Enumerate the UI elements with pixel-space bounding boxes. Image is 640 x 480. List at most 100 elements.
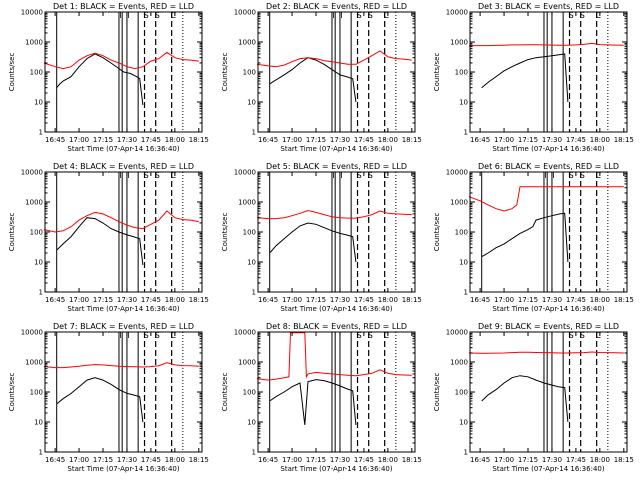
x-tick-label: 18:00 [590, 136, 610, 144]
marker-annotation: S [155, 11, 160, 20]
plot-frame [257, 331, 416, 453]
x-axis-label: Start Time (07-Apr-14 16:36:40) [492, 305, 604, 313]
x-tick-label: 17:30 [542, 136, 562, 144]
x-tick-label: 17:30 [330, 136, 350, 144]
y-tick-label: 10000 [21, 169, 43, 177]
x-tick-label: 16:45 [45, 296, 65, 304]
y-tick-label: 100 [30, 229, 43, 237]
series-lld-line [43, 51, 199, 70]
marker-annotation: S [580, 11, 585, 20]
y-tick-label: 1 [252, 129, 256, 137]
y-axis-label: Counts/sec [433, 213, 441, 252]
marker-annotation: I [340, 171, 342, 180]
panel-title: Det 9: BLACK = Events, RED = LLD [478, 322, 619, 331]
marker-annotation: S [569, 11, 574, 20]
x-tick-label: 18:00 [378, 456, 398, 464]
y-tick-label: 10 [247, 99, 256, 107]
x-tick-label: 17:30 [117, 456, 137, 464]
y-tick-label: 10000 [446, 169, 468, 177]
x-tick-label: 17:15 [306, 296, 326, 304]
x-tick-label: 17:30 [542, 296, 562, 304]
y-tick-label: 1000 [450, 359, 468, 367]
plot-frame [469, 171, 628, 293]
y-tick-label: 1000 [238, 199, 256, 207]
x-tick-label: 17:00 [494, 136, 514, 144]
y-tick-label: 100 [30, 389, 43, 397]
marker-annotation: I [332, 11, 334, 20]
x-tick-label: 18:15 [614, 136, 634, 144]
y-tick-label: 10 [34, 419, 43, 427]
marker-annotation: C [170, 171, 176, 180]
series-events-line [269, 57, 357, 103]
x-tick-label: 18:00 [165, 296, 185, 304]
marker-annotation: S [569, 331, 574, 340]
x-tick-label: 17:45 [141, 136, 161, 144]
y-tick-label: 10 [459, 259, 468, 267]
x-tick-label: 16:45 [470, 456, 490, 464]
series-events-line [56, 377, 144, 423]
marker-annotation: S [144, 331, 149, 340]
x-tick-label: 16:45 [45, 456, 65, 464]
y-tick-label: 100 [243, 229, 256, 237]
marker-annotation: I [119, 171, 121, 180]
x-tick-label: 18:00 [165, 456, 185, 464]
panel-title: Det 4: BLACK = Events, RED = LLD [53, 162, 194, 171]
x-axis-label: Start Time (07-Apr-14 16:36:40) [67, 145, 179, 153]
marker-annotation: C [595, 331, 601, 340]
x-tick-label: 17:45 [354, 296, 374, 304]
x-tick-label: 18:15 [402, 456, 422, 464]
series-events-line [481, 53, 569, 103]
series-lld-line [256, 209, 412, 220]
x-tick-label: 17:30 [117, 136, 137, 144]
x-tick-label: 18:00 [378, 136, 398, 144]
marker-annotation: S [155, 331, 160, 340]
y-tick-label: 1000 [450, 39, 468, 47]
y-tick-label: 1000 [238, 39, 256, 47]
y-tick-label: 10000 [446, 9, 468, 17]
marker-annotation: S [580, 171, 585, 180]
y-axis-label: Counts/sec [221, 213, 229, 252]
y-axis-label: Counts/sec [221, 53, 229, 92]
y-tick-label: 10000 [234, 169, 256, 177]
marker-annotation: S [368, 331, 373, 340]
x-tick-label: 17:45 [354, 456, 374, 464]
detector-panel-5: 1 10 100 1000 10000 16:45 17:00 17:15 17:30 17:45… [221, 162, 422, 313]
y-tick-label: 1000 [25, 39, 43, 47]
marker-annotation: S [144, 171, 149, 180]
x-tick-label: 18:15 [189, 136, 209, 144]
y-tick-label: 100 [455, 69, 468, 77]
y-tick-label: 1 [464, 129, 468, 137]
marker-annotation: I [332, 171, 334, 180]
series-lld-line [256, 50, 412, 68]
x-tick-label: 17:15 [518, 136, 538, 144]
y-tick-label: 10 [34, 259, 43, 267]
panel-title: Det 7: BLACK = Events, RED = LLD [53, 322, 194, 331]
y-tick-label: 1000 [450, 199, 468, 207]
detector-panel-7: 1 10 100 1000 10000 16:45 17:00 17:15 17:30 17:45… [8, 322, 209, 473]
marker-annotation: I [552, 171, 554, 180]
y-tick-label: 10 [459, 419, 468, 427]
series-events-line [56, 53, 144, 105]
x-tick-label: 17:00 [69, 136, 89, 144]
y-tick-label: 100 [455, 229, 468, 237]
y-axis-label: Counts/sec [8, 373, 16, 412]
y-axis-label: Counts/sec [433, 53, 441, 92]
x-tick-label: 17:00 [282, 136, 302, 144]
detector-panel-3: 1 10 100 1000 10000 16:45 17:00 17:15 17:30 17:45… [433, 2, 634, 153]
x-tick-label: 17:00 [494, 296, 514, 304]
y-axis-label: Counts/sec [221, 373, 229, 412]
x-tick-label: 18:15 [614, 456, 634, 464]
x-tick-label: 17:00 [494, 456, 514, 464]
marker-annotation: C [170, 11, 176, 20]
y-axis-label: Counts/sec [8, 53, 16, 92]
detector-panel-8: 1 10 100 1000 10000 16:45 17:00 17:15 17:30 17:45… [221, 322, 422, 473]
x-axis-label: Start Time (07-Apr-14 16:36:40) [280, 145, 392, 153]
marker-annotation: C [170, 331, 176, 340]
marker-annotation: S [357, 11, 362, 20]
x-tick-label: 17:45 [141, 296, 161, 304]
y-tick-label: 100 [455, 389, 468, 397]
marker-annotation: I [119, 11, 121, 20]
y-tick-label: 1000 [25, 359, 43, 367]
x-tick-label: 17:00 [69, 296, 89, 304]
x-tick-label: 16:45 [258, 456, 278, 464]
